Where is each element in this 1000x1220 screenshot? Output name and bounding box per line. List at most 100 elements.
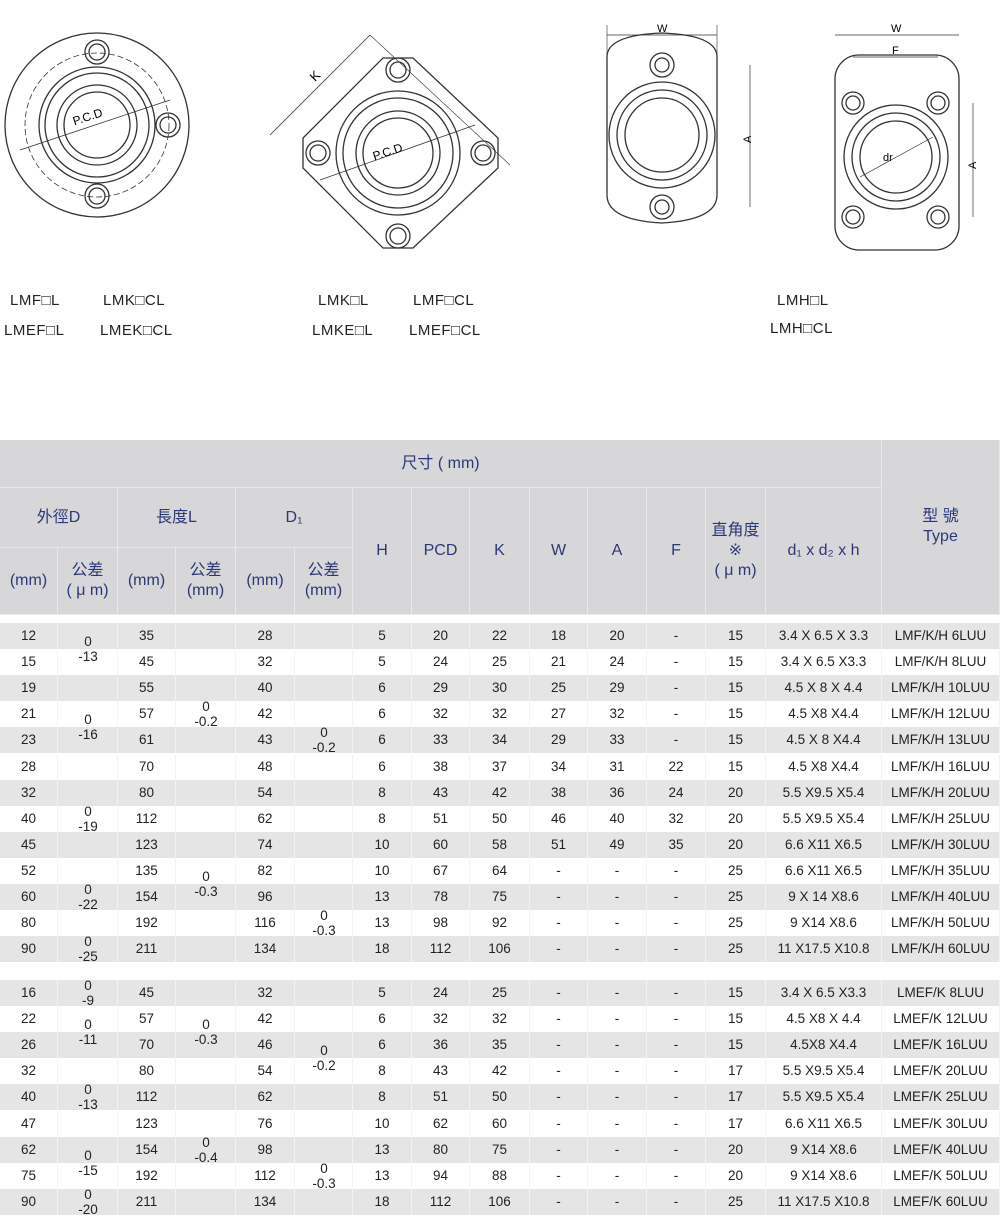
tolerance-cell — [295, 1188, 353, 1215]
cell-squareness: 15 — [706, 675, 766, 702]
tolerance-cell — [58, 831, 118, 858]
model-label: LMEK□CL — [100, 322, 173, 339]
cell-f: - — [647, 980, 706, 1006]
cell-d1: 32 — [236, 649, 295, 676]
cell-pcd: 43 — [412, 1058, 470, 1085]
tolerance-cell — [176, 1084, 236, 1111]
tolerance-d1: 0 -0.3 — [295, 908, 353, 938]
cell-d1: 46 — [236, 1032, 295, 1059]
cell-h: 6 — [353, 1006, 412, 1033]
cell-bolt-hole: 5.5 X9.5 X5.4 — [766, 1084, 882, 1111]
cell-f: - — [647, 1058, 706, 1085]
cell-a: - — [588, 910, 647, 937]
tolerance-upper: 0 — [84, 1186, 92, 1202]
cell-length-l: 45 — [118, 980, 176, 1006]
cell-type: LMF/K/H 40LUU — [882, 884, 1000, 910]
header-pcd: PCD — [412, 488, 470, 615]
table-row: 75 192 112 13 94 88- - -20 9 X14 X8.6 LMEF/K 50LU… — [0, 1162, 1000, 1189]
cell-f: - — [647, 1084, 706, 1111]
tolerance-upper: 0 — [202, 1017, 210, 1033]
cell-type: LMF/K/H 6LUU — [882, 623, 1000, 649]
tolerance-cell — [176, 857, 236, 884]
cell-type: LMF/K/H 30LUU — [882, 831, 1000, 858]
cell-k: 75 — [470, 1136, 530, 1163]
tolerance-l: 0 -0.2 — [176, 699, 236, 729]
cell-outer-d: 52 — [0, 857, 58, 884]
tolerance-cell — [295, 701, 353, 728]
tolerance-lower: -0.2 — [312, 740, 336, 756]
cell-f: - — [647, 936, 706, 963]
cell-f: - — [647, 1110, 706, 1137]
cell-w: - — [530, 980, 588, 1006]
cell-squareness: 20 — [706, 1136, 766, 1163]
tolerance-d: 0 -9 — [58, 978, 118, 1008]
cell-a: 29 — [588, 675, 647, 702]
cell-bolt-hole: 4.5 X 8 X 4.4 — [766, 675, 882, 702]
cell-f: - — [647, 1032, 706, 1059]
cell-length-l: 80 — [118, 779, 176, 806]
header-text: 公差 — [189, 562, 222, 579]
cell-bolt-hole: 5.5 X9.5 X5.4 — [766, 1058, 882, 1085]
cell-a: - — [588, 1058, 647, 1085]
cell-pcd: 62 — [412, 1110, 470, 1137]
tolerance-upper: 0 — [320, 908, 328, 924]
cell-d1: 98 — [236, 1136, 295, 1163]
cell-h: 18 — [353, 936, 412, 963]
header-text: H — [376, 542, 388, 559]
cell-a: 40 — [588, 805, 647, 832]
tolerance-d: 0 -11 — [58, 1017, 118, 1047]
cell-w: - — [530, 1136, 588, 1163]
cell-f: 24 — [647, 779, 706, 806]
cell-length-l: 57 — [118, 701, 176, 728]
cell-w: - — [530, 1188, 588, 1215]
tolerance-cell — [295, 980, 353, 1006]
cell-length-l: 45 — [118, 649, 176, 676]
tolerance-d1: 0 -0.2 — [295, 1043, 353, 1073]
cell-h: 13 — [353, 1136, 412, 1163]
cell-bolt-hole: 11 X17.5 X10.8 — [766, 936, 882, 963]
cell-bolt-hole: 6.6 X11 X6.5 — [766, 1110, 882, 1137]
cell-bolt-hole: 3.4 X 6.5 X 3.3 — [766, 623, 882, 649]
cell-pcd: 94 — [412, 1162, 470, 1189]
model-label: LMF□CL — [413, 292, 475, 309]
cell-bolt-hole: 11 X17.5 X10.8 — [766, 1188, 882, 1215]
table-row: 40 112 62 8 51 50- - -17 5.5 X9.5 X5.4 LMEF/K 25L… — [0, 1084, 1000, 1111]
tolerance-lower: -11 — [78, 1032, 98, 1048]
table-row: 26 70 46 6 36 35- - -15 4.5X8 X4.4 LMEF/K 16LUU — [0, 1032, 1000, 1059]
cell-h: 10 — [353, 1110, 412, 1137]
header-text: ※ — [728, 542, 743, 559]
table-row: 47 123 76 10 62 60- - -17 6.6 X11 X6.5 LMEF/K 30L… — [0, 1110, 1000, 1137]
tolerance-upper: 0 — [84, 803, 92, 819]
tolerance-l: 0 -0.4 — [176, 1135, 236, 1165]
tolerance-cell — [176, 831, 236, 858]
cell-f: - — [647, 1006, 706, 1033]
tolerance-cell — [176, 623, 236, 649]
header-l-mm: (mm) — [118, 548, 176, 615]
a-label: A — [967, 161, 979, 169]
tolerance-cell — [58, 857, 118, 884]
cell-squareness: 15 — [706, 753, 766, 780]
tolerance-d: 0 -13 — [58, 634, 118, 664]
tolerance-cell — [176, 1006, 236, 1033]
cell-d1: 28 — [236, 623, 295, 649]
cell-type: LMF/K/H 25LUU — [882, 805, 1000, 832]
cell-a: - — [588, 1032, 647, 1059]
header-k: K — [470, 488, 530, 615]
tolerance-cell — [176, 649, 236, 676]
header-type: 型 號 Type — [882, 440, 1000, 615]
cell-squareness: 15 — [706, 701, 766, 728]
cell-length-l: 80 — [118, 1058, 176, 1085]
tolerance-upper: 0 — [320, 1160, 328, 1176]
tolerance-lower: -0.2 — [312, 1058, 336, 1074]
cell-pcd: 32 — [412, 1006, 470, 1033]
cell-a: - — [588, 980, 647, 1006]
cell-outer-d: 90 — [0, 1188, 58, 1215]
cell-pcd: 112 — [412, 936, 470, 963]
tolerance-cell — [295, 1006, 353, 1033]
cell-type: LMEF/K 50LUU — [882, 1162, 1000, 1189]
cell-length-l: 123 — [118, 1110, 176, 1137]
cell-k: 35 — [470, 1032, 530, 1059]
tolerance-lower: -0.2 — [194, 714, 218, 730]
tolerance-cell — [176, 884, 236, 910]
cell-pcd: 51 — [412, 1084, 470, 1111]
